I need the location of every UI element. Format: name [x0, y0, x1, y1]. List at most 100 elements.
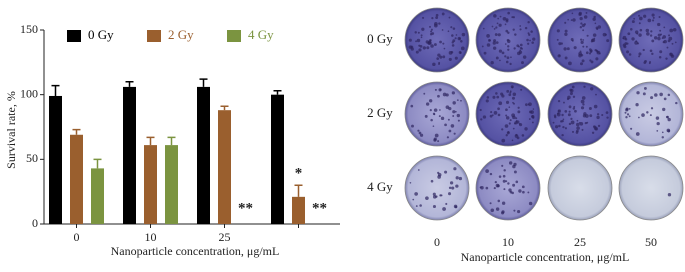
colony	[453, 132, 456, 135]
colony	[639, 16, 643, 21]
colony	[574, 109, 577, 113]
colony	[657, 36, 661, 41]
colony	[584, 121, 587, 125]
error-bar	[51, 84, 60, 96]
colony	[667, 117, 671, 122]
colony	[445, 202, 448, 205]
colony	[410, 104, 414, 108]
colony	[658, 15, 661, 19]
colony	[650, 30, 653, 33]
colony	[649, 114, 652, 117]
colony	[448, 192, 452, 196]
colony	[420, 34, 423, 37]
colony	[412, 198, 415, 201]
culture-dish	[618, 7, 684, 73]
colony	[636, 91, 640, 95]
colony	[598, 52, 601, 55]
colony	[659, 92, 663, 97]
colony	[556, 29, 560, 33]
colony	[441, 29, 444, 31]
error-bar	[199, 78, 208, 87]
colony	[416, 38, 421, 43]
colony	[518, 189, 522, 193]
colony	[442, 42, 445, 45]
colony	[529, 39, 531, 42]
colony	[450, 50, 454, 54]
colony	[433, 113, 436, 116]
colony	[490, 208, 495, 213]
colony	[653, 36, 658, 40]
colony	[452, 27, 456, 30]
colony	[505, 180, 508, 183]
error-bar	[146, 136, 155, 146]
colony	[606, 116, 609, 119]
colony	[625, 116, 628, 119]
colony	[503, 169, 506, 172]
colony	[486, 96, 490, 99]
colony	[672, 27, 677, 32]
colony	[498, 23, 502, 27]
colony	[628, 53, 632, 56]
colony	[645, 28, 650, 33]
colony	[509, 90, 512, 93]
culture-dish	[547, 7, 613, 73]
bar	[144, 145, 157, 224]
colony	[486, 43, 491, 47]
colony	[505, 100, 510, 104]
colony	[630, 127, 633, 130]
colony	[579, 17, 583, 21]
colony	[456, 113, 461, 118]
bar	[197, 86, 210, 224]
colony	[493, 28, 496, 30]
colony	[517, 51, 521, 56]
colony	[487, 38, 491, 42]
colony	[638, 33, 642, 37]
colony	[666, 46, 669, 49]
culture-dish	[618, 155, 684, 221]
colony	[408, 38, 412, 42]
colony	[442, 207, 446, 211]
colony	[432, 192, 436, 196]
row-label: 4 Gy	[367, 179, 393, 194]
colony	[650, 96, 654, 100]
colony	[526, 38, 529, 42]
colony	[414, 31, 417, 34]
colony	[624, 42, 628, 45]
culture-dish	[404, 7, 470, 73]
colony	[567, 113, 571, 117]
colony	[495, 92, 498, 95]
colony	[578, 11, 582, 15]
colony	[490, 111, 493, 114]
culture-dish	[404, 81, 470, 147]
colony	[509, 119, 512, 122]
colony	[505, 114, 508, 117]
colony	[519, 49, 522, 52]
colony	[520, 88, 523, 91]
colony	[524, 26, 528, 30]
colony	[513, 209, 516, 212]
colony	[439, 194, 442, 197]
colony	[581, 96, 586, 100]
colony	[566, 47, 570, 51]
colony	[622, 37, 625, 40]
colony	[493, 111, 498, 115]
colony	[505, 108, 508, 112]
colony	[480, 118, 483, 121]
colony	[452, 39, 456, 43]
colony	[458, 176, 463, 181]
colony	[601, 113, 604, 117]
colony	[423, 92, 426, 95]
colony	[528, 33, 531, 36]
colony	[635, 132, 640, 136]
colony	[495, 56, 499, 60]
colony	[585, 51, 589, 55]
y-tick-label: 0	[32, 216, 38, 230]
colony	[500, 211, 505, 215]
colony	[505, 60, 509, 64]
colony	[451, 186, 455, 190]
colony	[431, 17, 434, 20]
legend-swatch	[147, 30, 161, 42]
colony	[493, 186, 496, 190]
colony	[513, 170, 517, 174]
colony	[517, 106, 520, 109]
